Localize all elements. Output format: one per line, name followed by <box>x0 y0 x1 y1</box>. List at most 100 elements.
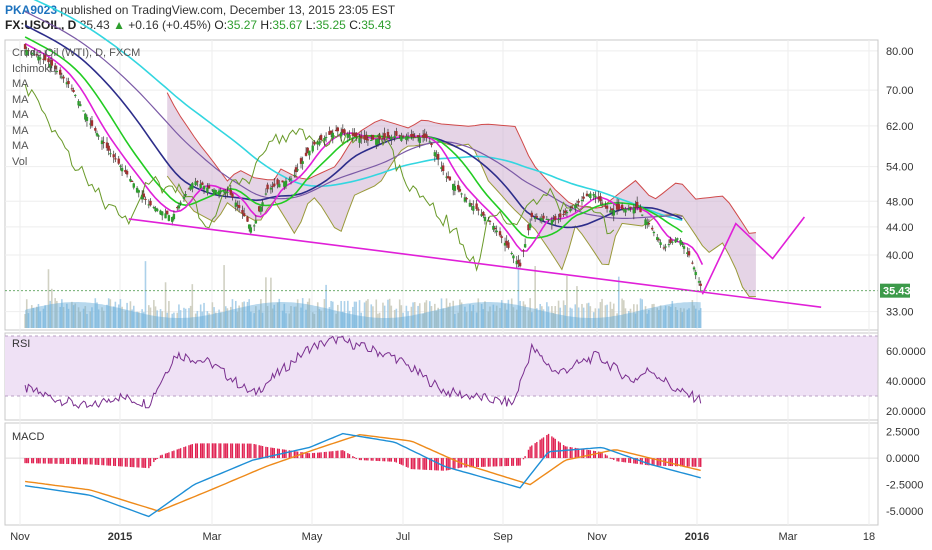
volume-bar <box>325 284 327 328</box>
volume-bar <box>308 298 311 328</box>
volume-bar <box>203 302 205 328</box>
candle-body <box>23 44 27 50</box>
candle-body <box>523 244 527 248</box>
candle-body <box>166 210 169 215</box>
macd-histogram-bar <box>154 458 157 461</box>
candle-body <box>224 191 227 194</box>
macd-histogram-bar <box>554 438 556 459</box>
volume-bar <box>527 310 530 328</box>
candle-body <box>276 179 279 185</box>
candle-body <box>107 145 110 151</box>
volume-bar <box>148 305 150 328</box>
candle-body <box>355 132 358 137</box>
volume-bar <box>410 306 413 328</box>
macd-histogram-bar <box>337 450 339 459</box>
macd-histogram-bar <box>609 457 612 459</box>
macd-histogram-bar <box>71 458 73 465</box>
volume-bar <box>554 306 557 328</box>
volume-bar <box>434 303 436 328</box>
volume-bar <box>621 298 623 328</box>
macd-histogram-bar <box>390 458 393 462</box>
macd-histogram-bar <box>72 458 75 465</box>
candle-body <box>142 193 146 198</box>
volume-bar <box>37 303 40 328</box>
candle-body <box>510 253 513 255</box>
macd-histogram-bar <box>265 446 267 459</box>
volume-bar <box>347 300 349 328</box>
volume-bar <box>283 303 286 328</box>
volume-bar <box>301 298 304 328</box>
macd-histogram-bar <box>213 443 215 459</box>
candle-body <box>405 136 408 141</box>
volume-bar <box>316 302 319 328</box>
volume-bar <box>340 300 342 328</box>
candle-body <box>533 217 537 220</box>
candle-body <box>266 184 269 190</box>
volume-bar <box>208 313 210 328</box>
candle-body <box>686 252 689 254</box>
macd-histogram-bar <box>372 458 374 461</box>
candle-body <box>435 155 438 158</box>
macd-histogram-bar <box>194 443 197 459</box>
macd-histogram-bar <box>382 458 384 462</box>
candle-body <box>323 138 326 141</box>
candle-body <box>72 90 75 92</box>
candle-body <box>246 216 249 222</box>
price-tick-label: 48.00 <box>886 196 914 208</box>
candle-body <box>132 183 135 188</box>
volume-bar <box>265 277 267 328</box>
candle-body <box>465 197 468 200</box>
volume-bar <box>266 306 269 328</box>
macd-histogram-bar <box>241 443 244 459</box>
macd-histogram-bar <box>469 458 471 468</box>
macd-histogram-bar <box>475 458 478 468</box>
volume-bar <box>32 308 35 328</box>
candle-body <box>530 212 534 218</box>
macd-histogram-bar <box>387 458 389 462</box>
macd-histogram-bar <box>340 450 342 459</box>
volume-bar <box>505 309 508 328</box>
candle-body <box>249 227 253 233</box>
macd-histogram-bar <box>74 458 76 465</box>
ichimoku-cloud <box>167 92 756 297</box>
macd-histogram-bar <box>377 458 379 461</box>
macd-histogram-bar <box>153 458 155 463</box>
volume-bar <box>437 307 439 328</box>
macd-histogram-bar <box>551 436 553 459</box>
volume-bar <box>464 306 466 328</box>
volume-bar <box>524 304 526 328</box>
volume-bar <box>562 300 565 328</box>
candle-body <box>624 208 627 213</box>
volume-bar <box>270 277 272 328</box>
volume-bar <box>460 302 463 328</box>
macd-histogram-bar <box>495 458 498 467</box>
macd-histogram-bar <box>118 458 120 467</box>
candle-body <box>25 49 28 56</box>
candle-body <box>308 150 311 156</box>
macd-histogram-bar <box>119 458 122 467</box>
candle-body <box>659 242 662 245</box>
candle-body <box>149 200 152 206</box>
macd-histogram-bar <box>97 458 100 465</box>
legend-item-ma-4: MA <box>12 124 29 137</box>
volume-bar <box>428 301 431 328</box>
candle-body <box>293 174 296 176</box>
macd-histogram-bar <box>671 458 673 467</box>
candle-body <box>646 221 649 225</box>
macd-histogram-bar <box>611 458 613 460</box>
volume-bar <box>355 301 358 328</box>
macd-histogram-bar <box>144 458 147 468</box>
macd-histogram-bar <box>489 458 491 467</box>
macd-histogram-bar <box>480 458 483 467</box>
candle-body <box>176 207 179 209</box>
volume-bar <box>512 307 515 328</box>
macd-histogram-bar <box>283 449 285 459</box>
macd-histogram-bar <box>507 458 510 467</box>
author-name[interactable]: PKA9023 <box>5 3 58 17</box>
candle-body <box>304 152 308 156</box>
candle-body <box>545 218 549 220</box>
macd-histogram-bar <box>148 458 150 469</box>
candle-body <box>498 231 502 236</box>
volume-ma-area <box>25 302 701 328</box>
